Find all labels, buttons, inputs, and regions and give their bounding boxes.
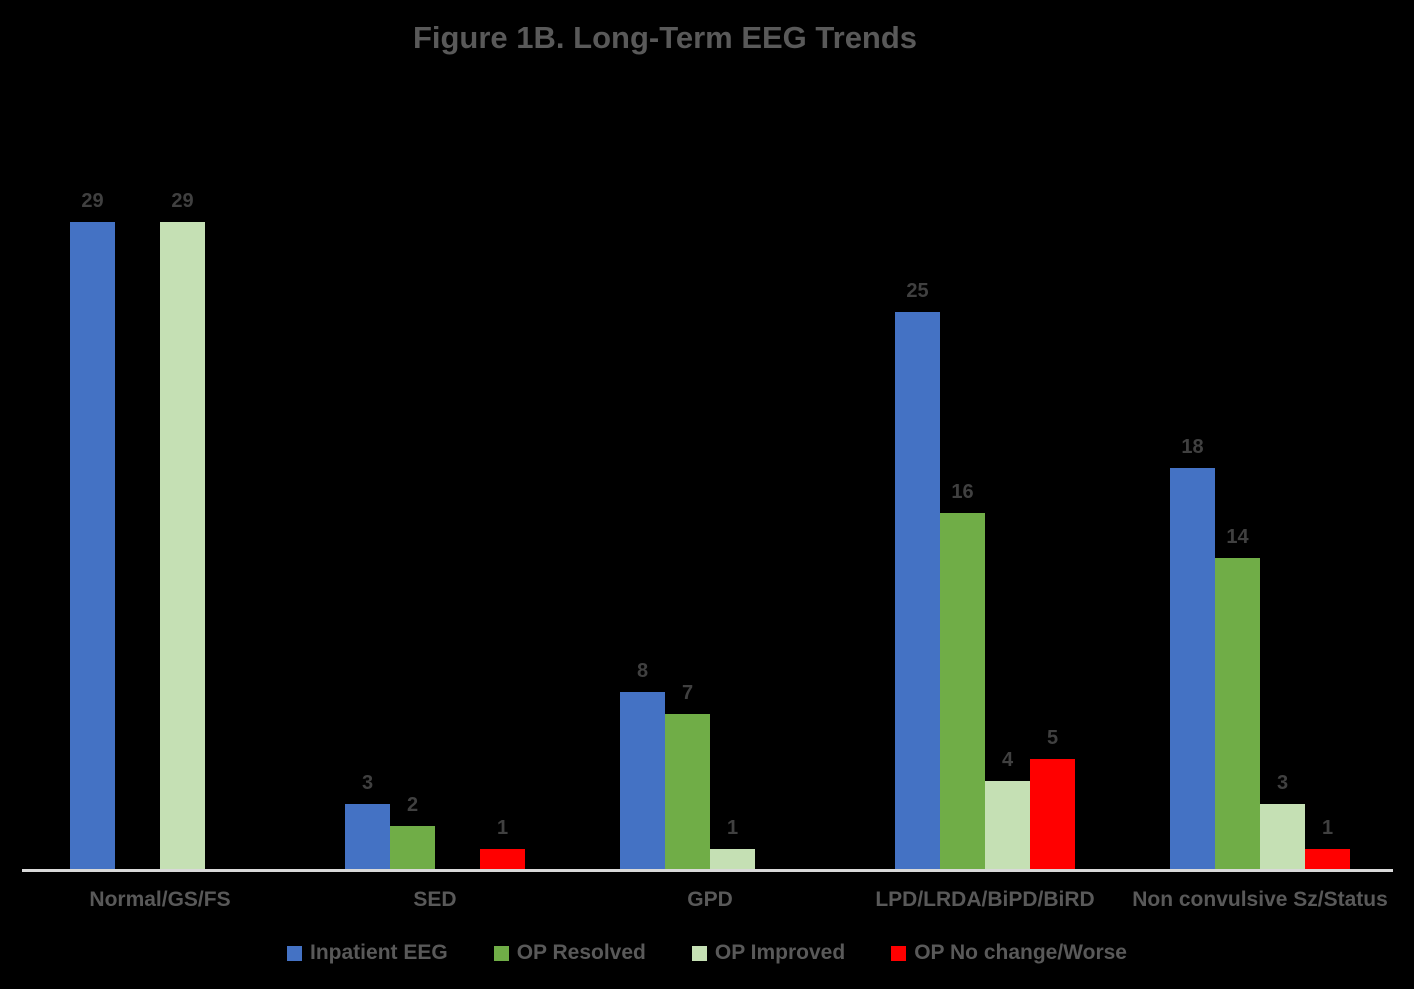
bar-value-label: 29 — [171, 190, 194, 212]
category-label: SED — [413, 888, 457, 911]
legend-label: OP Improved — [714, 941, 846, 964]
bar-value-label: 25 — [906, 280, 929, 302]
x-axis-line — [22, 869, 1393, 872]
legend-item: OP No change/Worse — [891, 941, 1127, 965]
bar-value-label: 3 — [361, 772, 374, 794]
category-label: Normal/GS/FS — [89, 888, 231, 911]
category-label: Non convulsive Sz/Status — [1132, 888, 1388, 911]
bar-value-label: 29 — [81, 190, 104, 212]
bar-inpatient-eeg — [70, 222, 115, 871]
legend-swatch-icon — [891, 945, 907, 961]
bar-value-label: 18 — [1181, 436, 1204, 458]
category-label: GPD — [687, 888, 733, 911]
bar-op-improved — [1260, 804, 1305, 871]
bar-value-label: 8 — [636, 660, 649, 682]
bar-op-improved — [710, 849, 755, 871]
bar-inpatient-eeg — [1170, 468, 1215, 871]
bar-op-improved — [160, 222, 205, 871]
bar-inpatient-eeg — [895, 312, 940, 871]
bar-op-no-change-worse — [1305, 849, 1350, 871]
bar-op-resolved — [1215, 558, 1260, 871]
legend-label: OP No change/Worse — [914, 941, 1127, 964]
bar-op-no-change-worse — [480, 849, 525, 871]
bar-value-label: 3 — [1276, 772, 1289, 794]
bar-value-label: 5 — [1046, 727, 1059, 749]
bar-inpatient-eeg — [620, 692, 665, 871]
bar-value-label: 4 — [1001, 749, 1014, 771]
legend-swatch-icon — [287, 945, 303, 961]
bar-inpatient-eeg — [345, 804, 390, 871]
bar-op-resolved — [390, 826, 435, 871]
chart-title: Figure 1B. Long-Term EEG Trends — [412, 20, 918, 55]
legend-item: OP Improved — [691, 941, 846, 965]
category-label: LPD/LRDA/BiPD/BiRD — [875, 888, 1095, 911]
bar-op-no-change-worse — [1030, 759, 1075, 871]
bar-value-label: 1 — [726, 817, 739, 839]
bar-value-label: 2 — [406, 794, 419, 816]
bar-op-improved — [985, 781, 1030, 871]
bar-value-label: 7 — [681, 682, 694, 704]
legend-item: OP Resolved — [493, 941, 646, 965]
legend: Inpatient EEG OP Resolved OP Improved OP No… — [0, 941, 1414, 965]
bar-op-resolved — [665, 714, 710, 871]
legend-swatch-icon — [493, 945, 509, 961]
bar-op-resolved — [940, 513, 985, 871]
legend-label: OP Resolved — [516, 941, 646, 964]
legend-item: Inpatient EEG — [287, 941, 448, 965]
bar-value-label: 1 — [496, 817, 509, 839]
bar-value-label: 14 — [1226, 526, 1249, 548]
legend-label: Inpatient EEG — [310, 941, 448, 964]
bar-value-label: 16 — [951, 481, 974, 503]
bar-value-label: 1 — [1321, 817, 1334, 839]
legend-swatch-icon — [691, 945, 707, 961]
